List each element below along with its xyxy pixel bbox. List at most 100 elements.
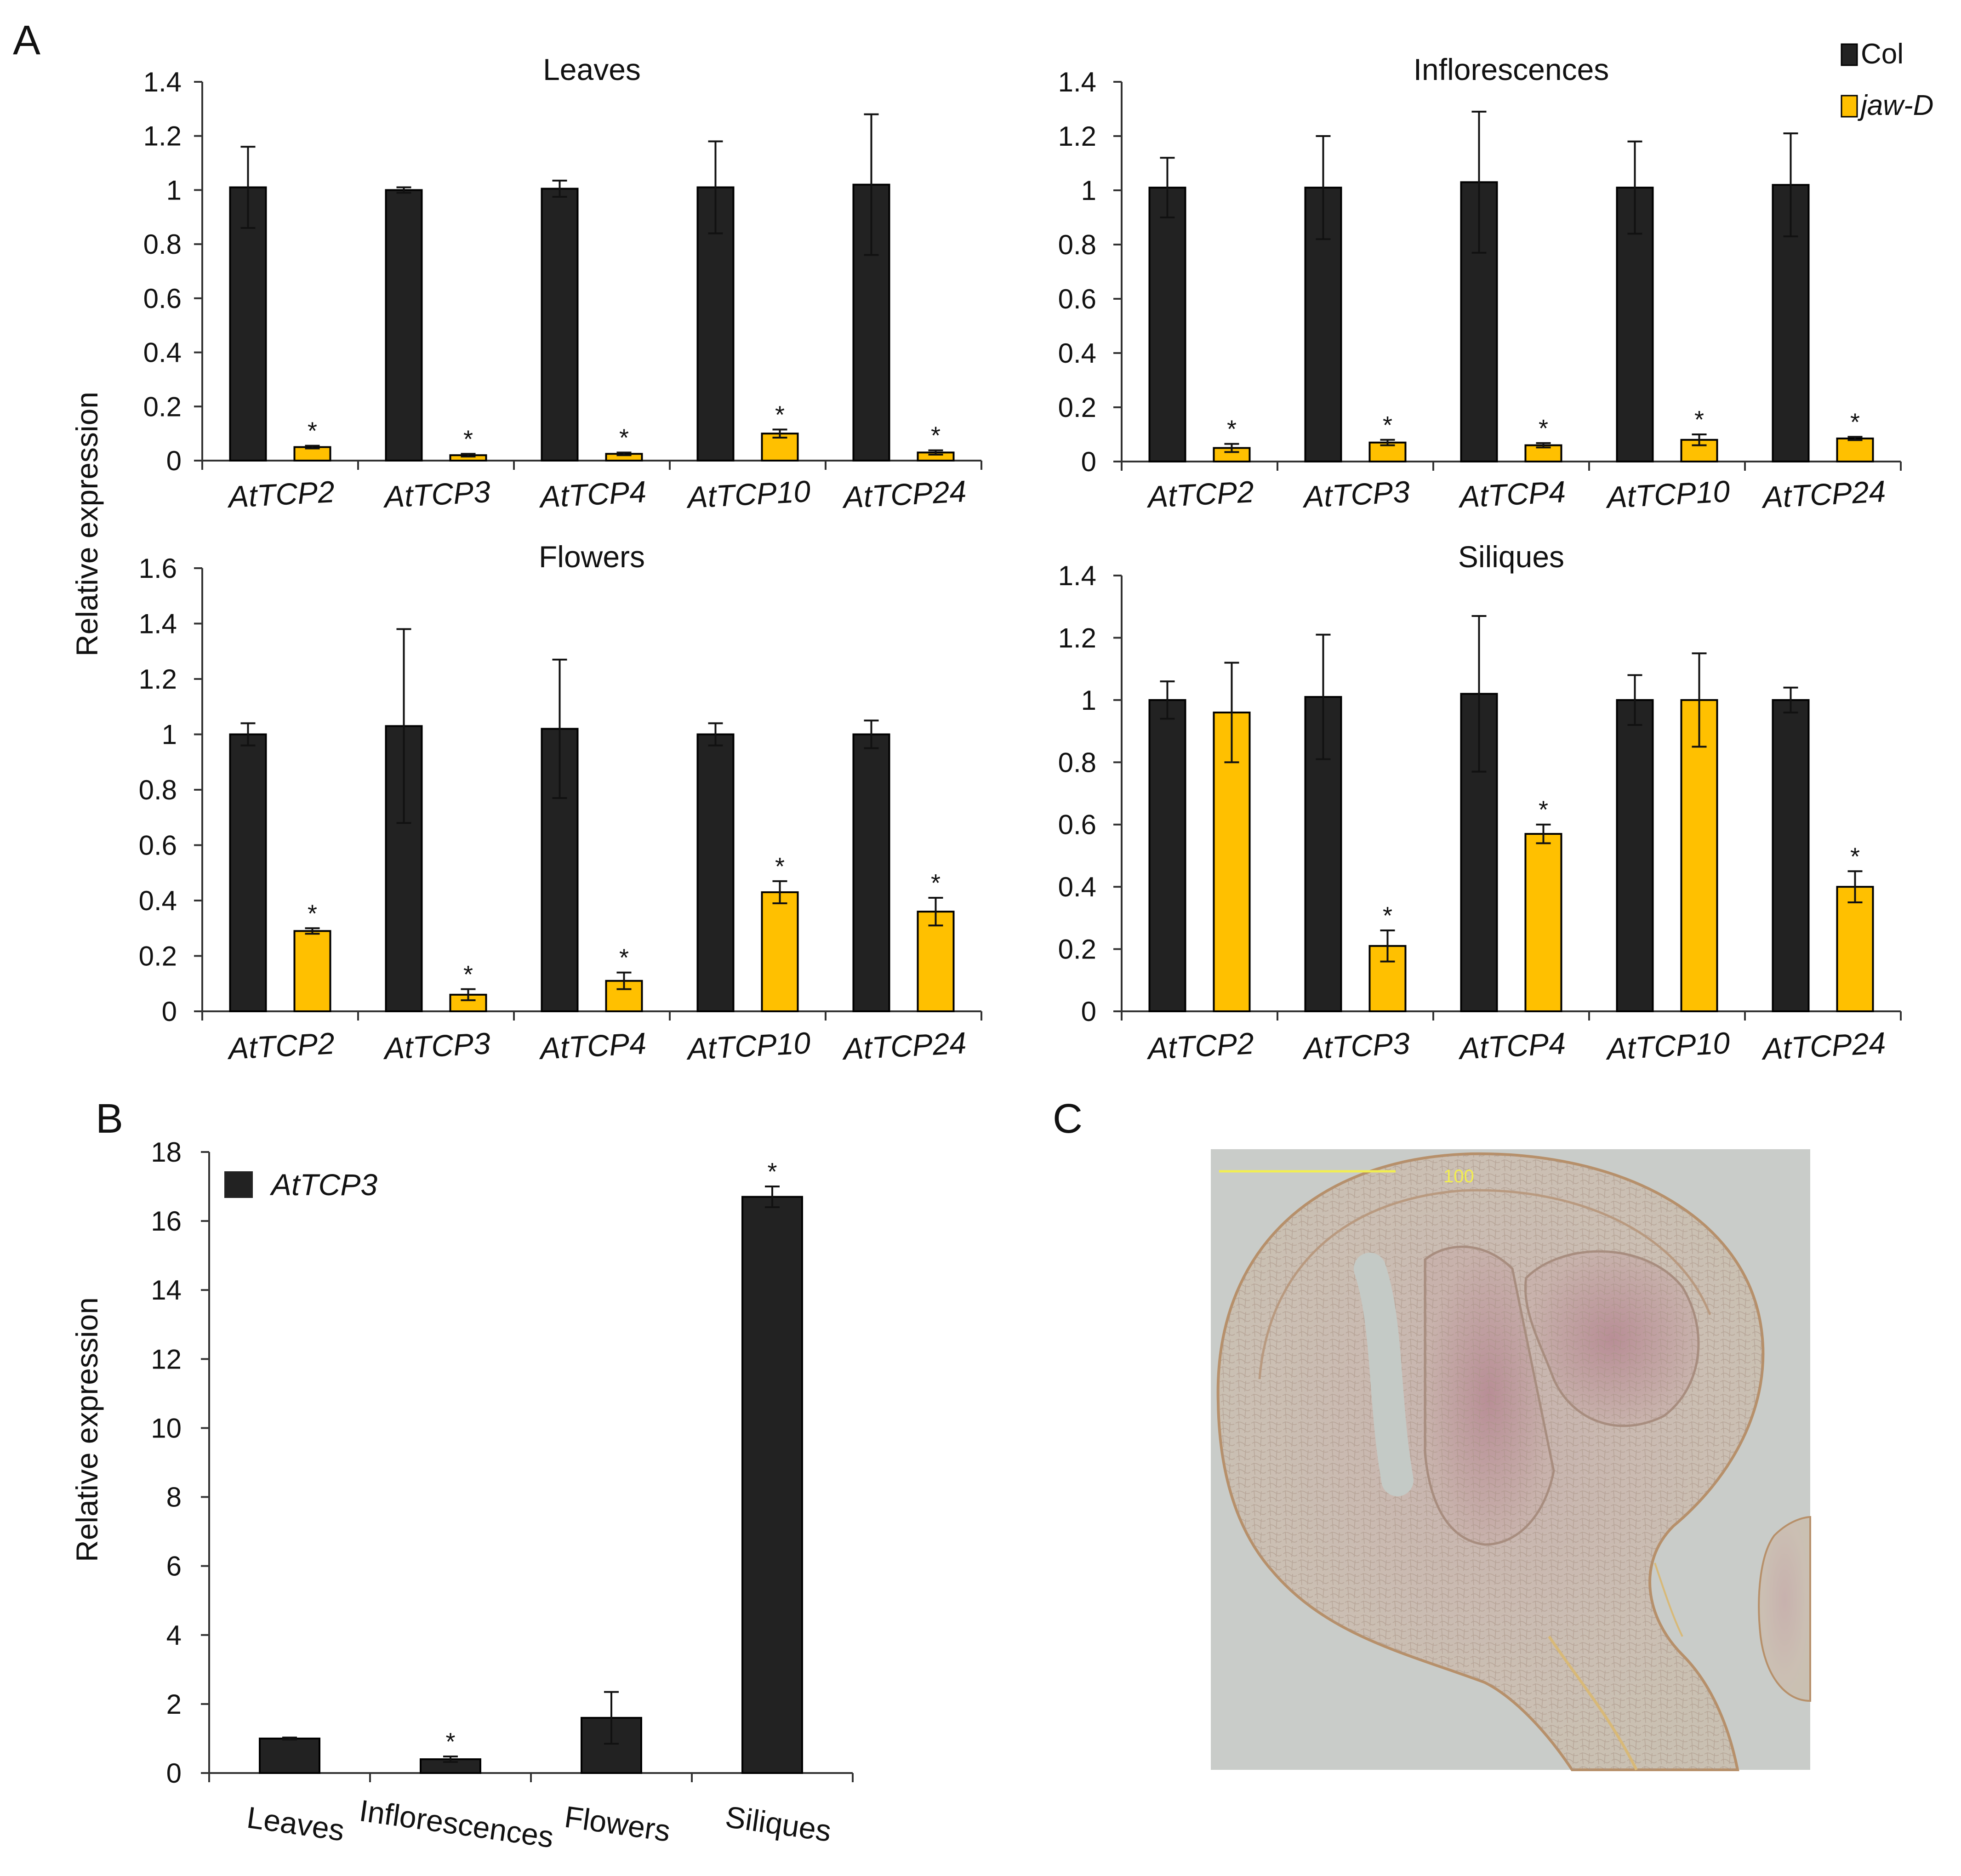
chart-title: Leaves xyxy=(543,52,641,86)
bar-jaw-d-attcp10 xyxy=(1680,699,1718,1013)
legend-swatch-attcp3 xyxy=(224,1171,253,1198)
bar-col-attcp2 xyxy=(1148,699,1186,1013)
y-tick-label: 0.4 xyxy=(1058,338,1096,369)
chart-title: Siliques xyxy=(1458,540,1564,574)
bar-attcp3-leaves xyxy=(259,1737,320,1774)
category-label-attcp4: AtTCP4 xyxy=(537,474,647,514)
bar-jaw-d-attcp2 xyxy=(293,930,331,1013)
scale-bar-label: 100 xyxy=(1443,1166,1474,1186)
category-label-siliques: Siliques xyxy=(724,1799,833,1847)
category-label-flowers: Flowers xyxy=(563,1800,673,1848)
legend-a: Col jaw-D xyxy=(1841,38,1933,121)
bar-col-attcp2 xyxy=(229,186,267,462)
bar-jaw-d-attcp10 xyxy=(761,891,799,1013)
bar-col-attcp24 xyxy=(852,733,890,1012)
significance-star: * xyxy=(1694,406,1704,433)
bar-col-attcp3 xyxy=(385,189,423,462)
bar-jaw-d-attcp4 xyxy=(1524,833,1562,1012)
chart-title: Flowers xyxy=(539,540,645,574)
significance-star: * xyxy=(1850,408,1860,436)
bar-attcp3-siliques xyxy=(741,1196,803,1774)
y-tick-label: 6 xyxy=(166,1551,182,1582)
category-label-attcp10: AtTCP10 xyxy=(1604,474,1731,514)
legend-b: AtTCP3 xyxy=(224,1168,377,1202)
bar-col-attcp10 xyxy=(1616,699,1654,1013)
y-tick-label: 0.6 xyxy=(1058,810,1096,840)
bar-jaw-d-attcp24 xyxy=(1836,886,1874,1012)
bar-jaw-d-attcp24 xyxy=(1836,437,1874,462)
y-tick-label: 0.8 xyxy=(1058,229,1096,260)
y-tick-label: 1.6 xyxy=(139,553,177,584)
micrograph: 100 xyxy=(1211,1149,1811,1771)
y-tick-label: 0 xyxy=(162,996,177,1027)
category-label-inflorescences: Inflorescences xyxy=(357,1793,556,1854)
y-tick-label: 1.2 xyxy=(139,664,177,695)
y-tick-label: 0 xyxy=(166,1758,182,1789)
significance-star: * xyxy=(463,425,473,453)
y-tick-label: 1.4 xyxy=(139,609,177,639)
y-tick-label: 0.4 xyxy=(1058,872,1096,902)
category-label-attcp24: AtTCP24 xyxy=(1760,474,1887,514)
y-tick-label: 0.8 xyxy=(1058,747,1096,778)
panel-letter-b: B xyxy=(96,1096,123,1142)
category-label-attcp2: AtTCP2 xyxy=(226,1026,336,1066)
significance-star: * xyxy=(767,1158,777,1186)
y-tick-label: 1 xyxy=(166,175,182,205)
panel-letter-a: A xyxy=(13,17,40,63)
y-tick-label: 0.4 xyxy=(143,337,182,368)
significance-star: * xyxy=(308,900,317,927)
category-label-attcp2: AtTCP2 xyxy=(226,474,336,514)
significance-star: * xyxy=(775,401,785,428)
category-label-leaves: Leaves xyxy=(245,1800,347,1847)
chart-flowers: Flowers 0 0.2 0.4 0.6 0.8 1 1.2 1.4 1.6 * AtTCP2 * At… xyxy=(139,540,982,1066)
y-tick-label: 16 xyxy=(151,1206,182,1237)
y-tick-label: 4 xyxy=(166,1620,182,1651)
y-tick-label: 0 xyxy=(1081,446,1096,477)
category-label-attcp3: AtTCP3 xyxy=(1301,1026,1411,1066)
significance-star: * xyxy=(463,961,473,988)
significance-star: * xyxy=(619,424,629,451)
bar-jaw-d-attcp24 xyxy=(917,911,955,1012)
bar-col-attcp4 xyxy=(541,188,579,462)
y-tick-label: 1.4 xyxy=(143,67,182,97)
y-tick-label: 0.8 xyxy=(143,229,182,260)
legend-swatch-col xyxy=(1841,43,1858,66)
category-label-attcp4: AtTCP4 xyxy=(1457,1026,1567,1066)
y-tick-label: 10 xyxy=(151,1413,182,1443)
significance-star: * xyxy=(308,417,317,445)
bar-col-attcp2 xyxy=(229,733,267,1012)
legend-label-col: Col xyxy=(1861,38,1904,70)
bar-col-attcp10 xyxy=(696,733,735,1012)
category-label-attcp4: AtTCP4 xyxy=(537,1026,647,1066)
category-label-attcp10: AtTCP10 xyxy=(685,474,812,514)
significance-star: * xyxy=(1539,415,1548,442)
y-tick-label: 1.2 xyxy=(143,121,182,152)
category-label-attcp24: AtTCP24 xyxy=(841,474,967,514)
category-label-attcp3: AtTCP3 xyxy=(382,474,491,514)
category-label-attcp10: AtTCP10 xyxy=(1604,1026,1731,1066)
significance-star: * xyxy=(1383,902,1392,929)
chart-siliques: Siliques 0 0.2 0.4 0.6 0.8 1 1.2 1.4 AtTCP2 * AtTCP… xyxy=(1058,540,1902,1066)
significance-star: * xyxy=(1539,796,1548,824)
y-tick-label: 14 xyxy=(151,1275,182,1306)
y-tick-label: 0.2 xyxy=(1058,392,1096,423)
y-axis-label-a: Relative expression xyxy=(70,392,104,656)
significance-star: * xyxy=(931,869,941,897)
y-tick-label: 0.2 xyxy=(139,941,177,972)
chart-title: Inflorescences xyxy=(1414,52,1609,86)
y-tick-label: 1.2 xyxy=(1058,622,1096,653)
y-tick-label: 18 xyxy=(151,1137,182,1168)
y-tick-label: 12 xyxy=(151,1344,182,1374)
micrograph-tissue xyxy=(1216,1152,1811,1771)
y-tick-label: 0.6 xyxy=(1058,284,1096,314)
y-tick-label: 0.6 xyxy=(139,830,177,861)
chart-leaves: Leaves 0 0.2 0.4 0.6 0.8 1 1.2 1.4 * AtTCP2 * AtTCP3… xyxy=(143,52,982,514)
y-tick-label: 0 xyxy=(1081,996,1096,1027)
category-label-attcp10: AtTCP10 xyxy=(685,1026,812,1066)
legend-swatch-jaw-d xyxy=(1841,95,1858,118)
y-tick-label: 1 xyxy=(1081,175,1096,206)
y-tick-label: 0 xyxy=(166,445,182,476)
y-tick-label: 0.8 xyxy=(139,775,177,805)
category-label-attcp24: AtTCP24 xyxy=(1760,1026,1887,1066)
panel-letter-c: C xyxy=(1053,1096,1083,1142)
